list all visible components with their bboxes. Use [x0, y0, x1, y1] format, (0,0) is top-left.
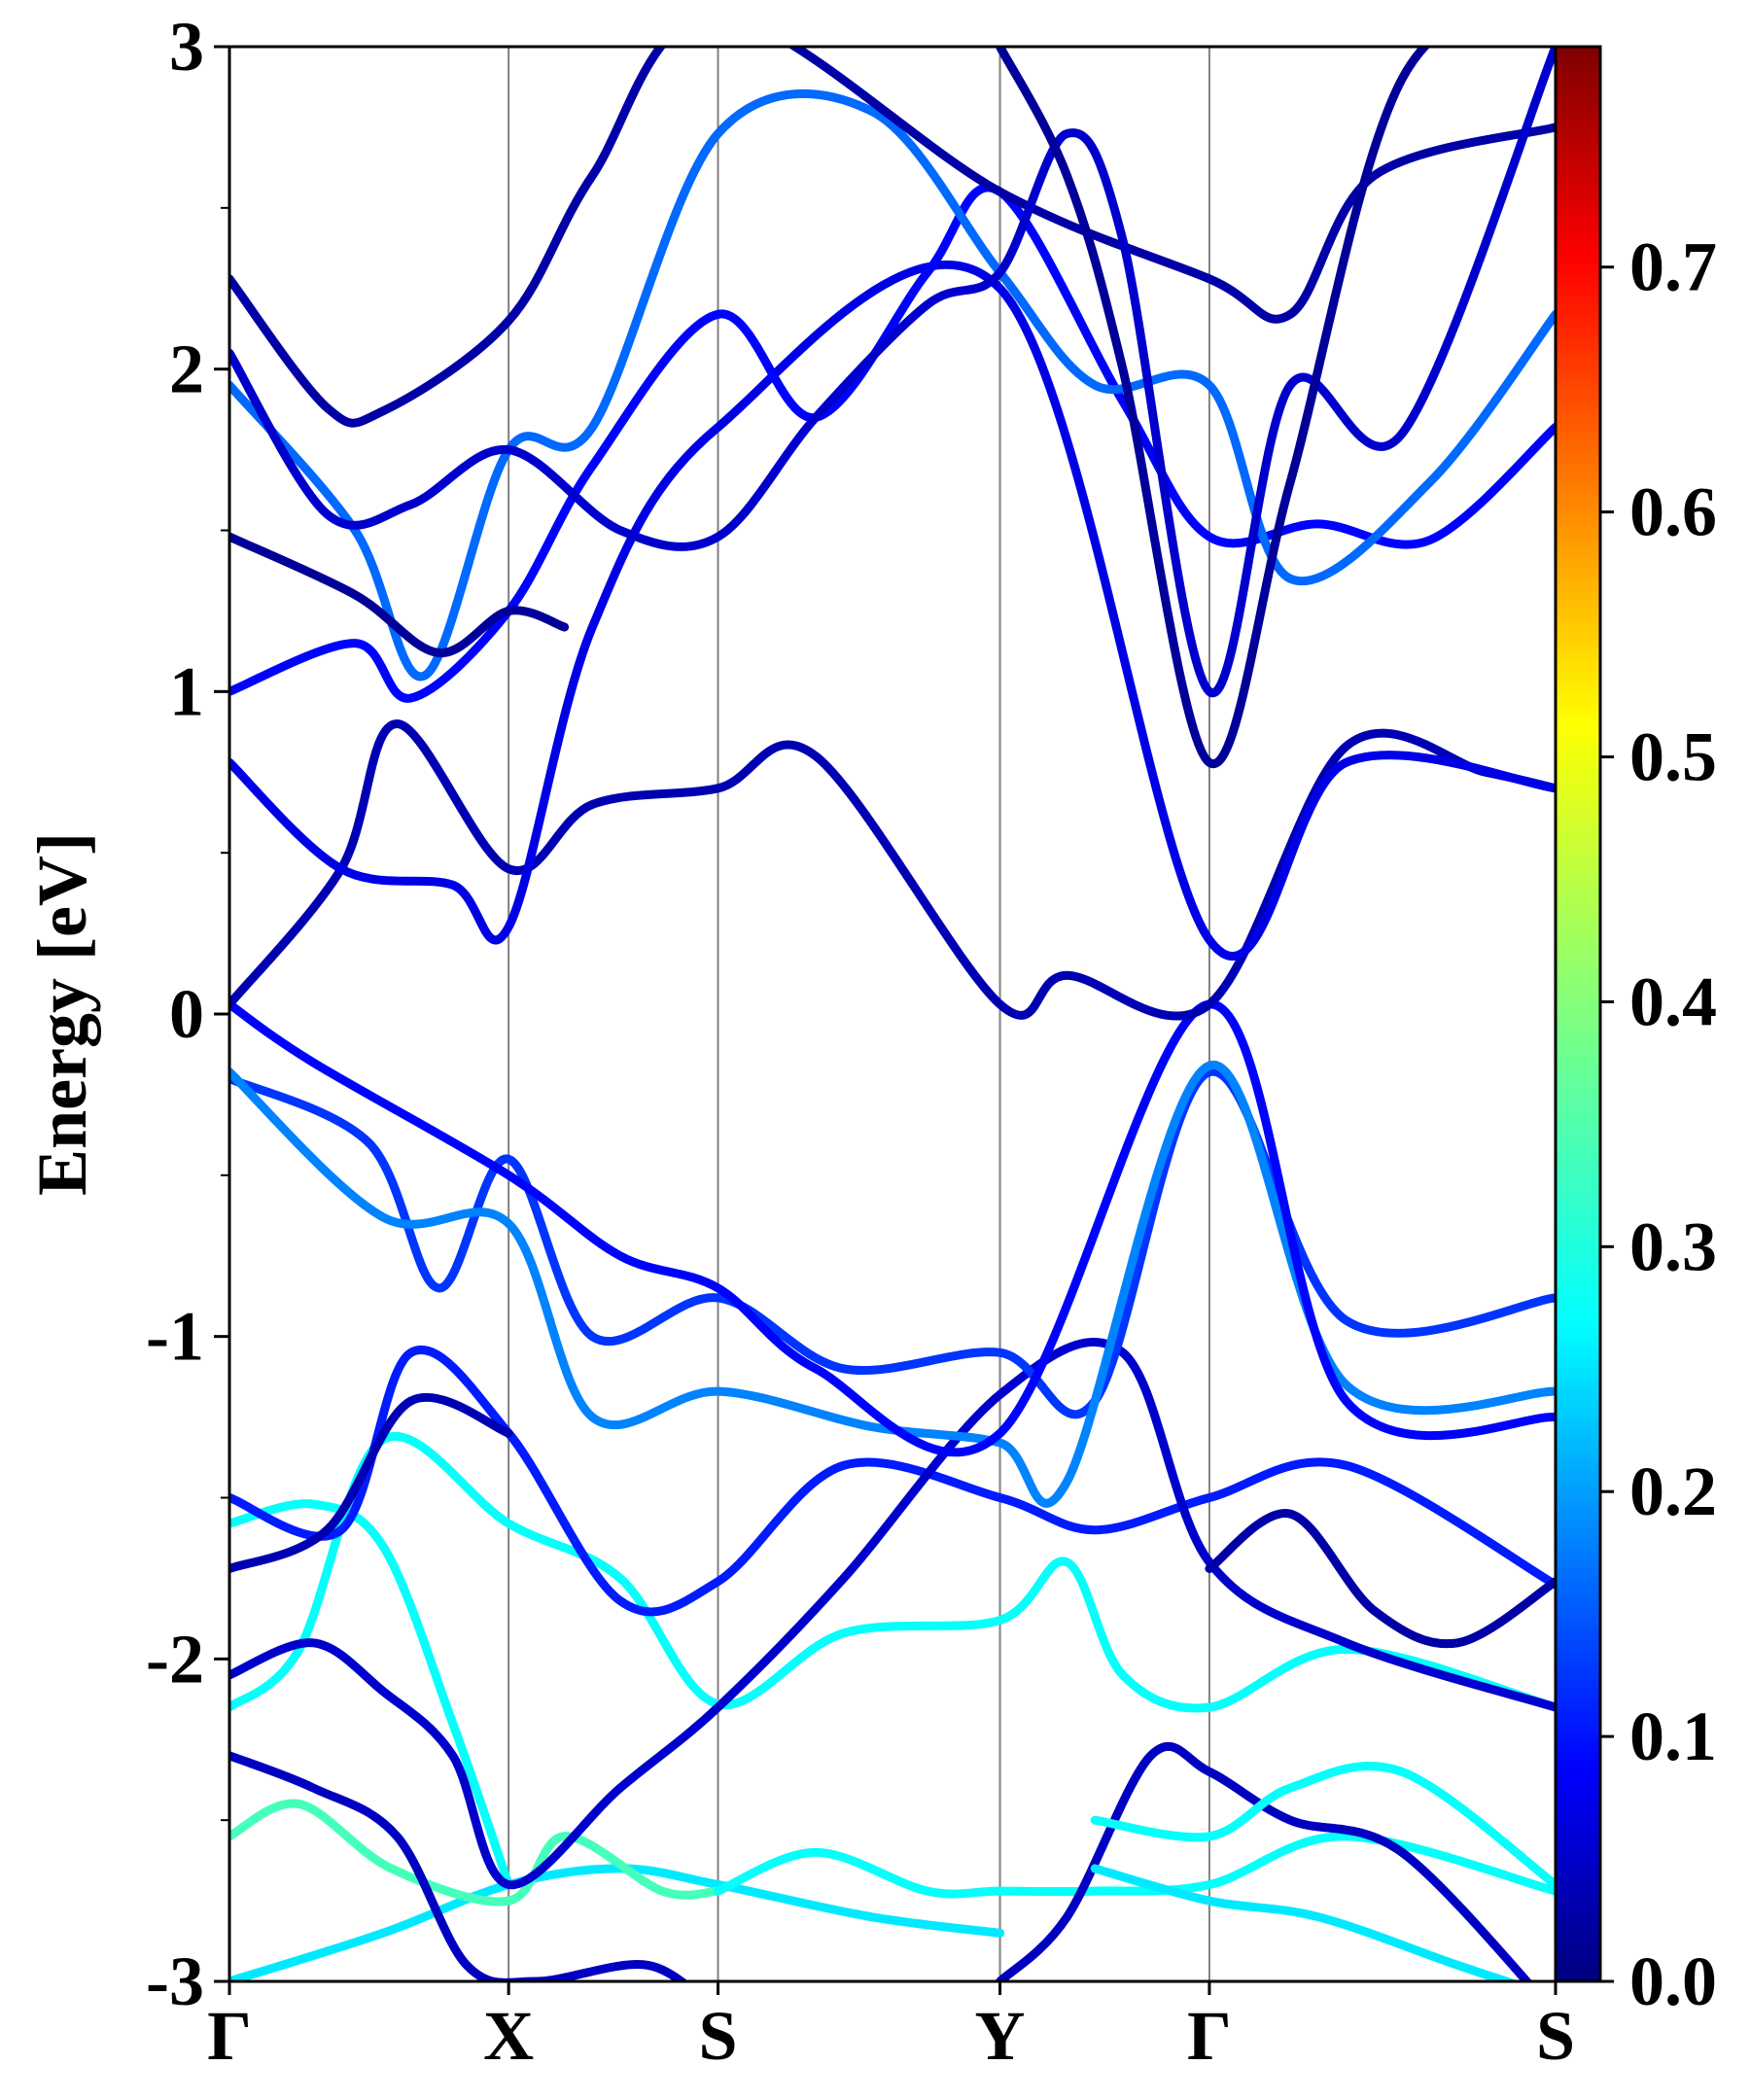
band-line-band-24	[1090, 1864, 1521, 1981]
band-line-band-12	[229, 260, 1556, 961]
y-tick-label: -3	[146, 1942, 204, 2020]
y-tick-label: 3	[169, 8, 204, 86]
y-tick-label: 0	[169, 975, 204, 1053]
y-tick-label: 2	[169, 331, 204, 408]
x-tick-label: Γ	[207, 1997, 252, 2075]
x-tick-label: S	[1536, 1997, 1575, 2075]
colorbar-tick-label: 0.0	[1629, 1942, 1717, 2020]
kpoint-gridlines	[508, 47, 1210, 1981]
band-line-band-8	[229, 1067, 1556, 1419]
band-line-band-21	[996, 1741, 1533, 1981]
band-line-band-19	[229, 1392, 513, 1573]
colorbar-tick-label: 0.7	[1629, 228, 1717, 306]
band-line-band-17	[229, 532, 570, 658]
band-line-band-16	[229, 47, 1556, 698]
band-line-band-20	[229, 1751, 689, 1981]
y-axis-label: Energy [eV]	[23, 832, 101, 1196]
colorbar-tick-label: 0.6	[1629, 473, 1717, 551]
y-tick-label: -2	[146, 1620, 204, 1698]
colorbar-tick-label: 0.2	[1629, 1452, 1717, 1530]
band-line-band-6	[229, 1346, 1556, 1617]
colorbar-tick-label: 0.1	[1629, 1698, 1717, 1775]
x-tick-label: X	[483, 1997, 534, 2075]
colorbar-tick-label: 0.4	[1629, 962, 1717, 1040]
band-line-band-7	[229, 1338, 1556, 1890]
band-line-band-15	[229, 47, 1556, 428]
band-lines	[229, 47, 1556, 1981]
band-line-band-22	[1205, 1509, 1556, 1649]
band-line-band-23	[1090, 1761, 1556, 1889]
colorbar-tick-label: 0.3	[1629, 1208, 1717, 1285]
band-line-band-13	[229, 183, 1556, 703]
band-line-band-5	[229, 1499, 513, 1889]
band-line-band-10	[229, 999, 1556, 1457]
band-line-band-14	[229, 88, 1556, 682]
band-line-band-18	[996, 47, 1431, 769]
band-line-band-9	[229, 1061, 1556, 1508]
x-tick-label: S	[699, 1997, 738, 2075]
y-tick-label: 1	[169, 652, 204, 730]
band-line-band-2	[229, 1799, 722, 1907]
band-line-band-11	[229, 719, 1556, 1021]
colorbar-tick-label: 0.5	[1629, 718, 1717, 796]
colorbar-ticks: 0.0 0.1 0.2 0.3 0.4 0.5 0.6 0.7	[1600, 228, 1717, 2020]
x-tick-label: Γ	[1187, 1997, 1232, 2075]
x-tick-label: Y	[975, 1997, 1026, 2075]
colorbar	[1554, 45, 1602, 1983]
y-tick-label: -1	[146, 1298, 204, 1376]
y-axis-ticks: 3 2 1 0 -1 -2 -3	[146, 8, 229, 2020]
